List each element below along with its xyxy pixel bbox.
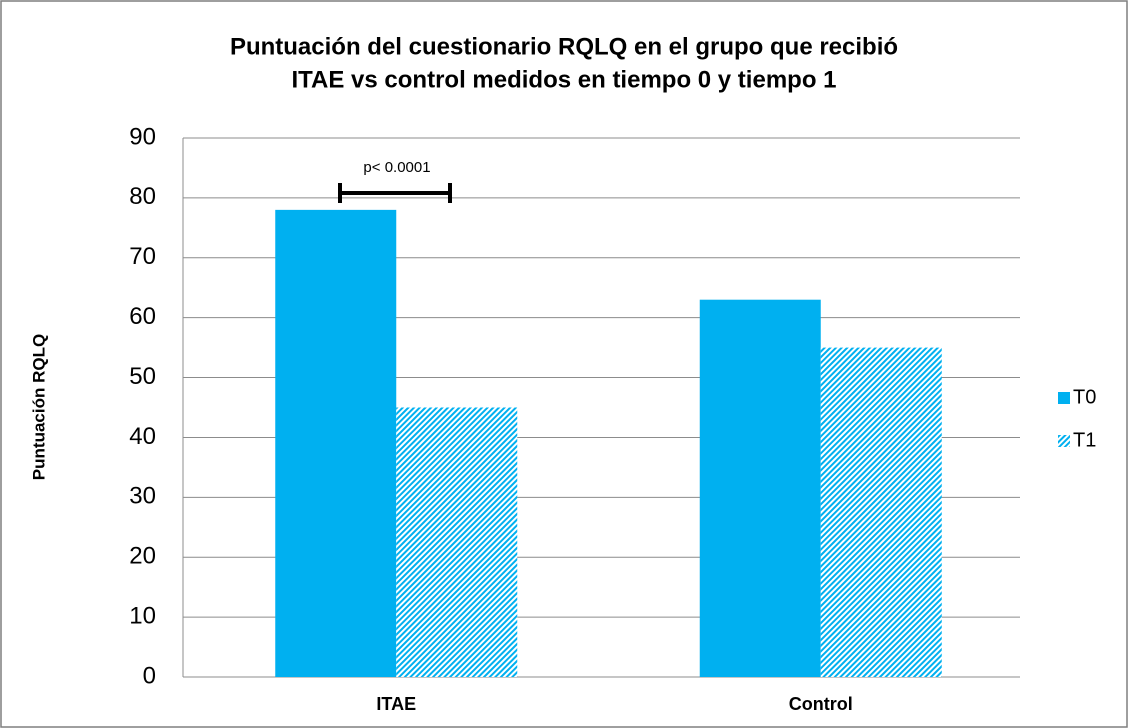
y-tick-label: 80 — [129, 183, 156, 210]
legend-label: T1 — [1073, 429, 1096, 451]
chart-title: ITAE vs control medidos en tiempo 0 y ti… — [292, 66, 837, 93]
x-tick-label: ITAE — [376, 694, 416, 714]
bar — [396, 407, 518, 677]
legend-swatch — [1058, 392, 1070, 404]
y-tick-label: 0 — [143, 662, 156, 689]
legend-label: T0 — [1073, 386, 1096, 408]
bar — [275, 209, 397, 677]
bar — [699, 299, 821, 677]
significance-bracket — [338, 183, 452, 203]
x-tick-label: Control — [789, 694, 853, 714]
bar — [820, 347, 942, 677]
y-tick-label: 60 — [129, 303, 156, 330]
y-tick-label: 70 — [129, 243, 156, 270]
y-tick-label: 20 — [129, 543, 156, 570]
chart-title: Puntuación del cuestionario RQLQ en el g… — [230, 33, 898, 60]
y-tick-label: 50 — [129, 363, 156, 390]
y-axis-title: Puntuación RQLQ — [29, 334, 48, 480]
y-tick-label: 10 — [129, 602, 156, 629]
annotation: p< 0.0001 — [363, 159, 430, 176]
legend-swatch — [1058, 435, 1070, 447]
y-tick-label: 40 — [129, 423, 156, 450]
y-tick-label: 30 — [129, 483, 156, 510]
y-tick-label: 90 — [129, 123, 156, 150]
